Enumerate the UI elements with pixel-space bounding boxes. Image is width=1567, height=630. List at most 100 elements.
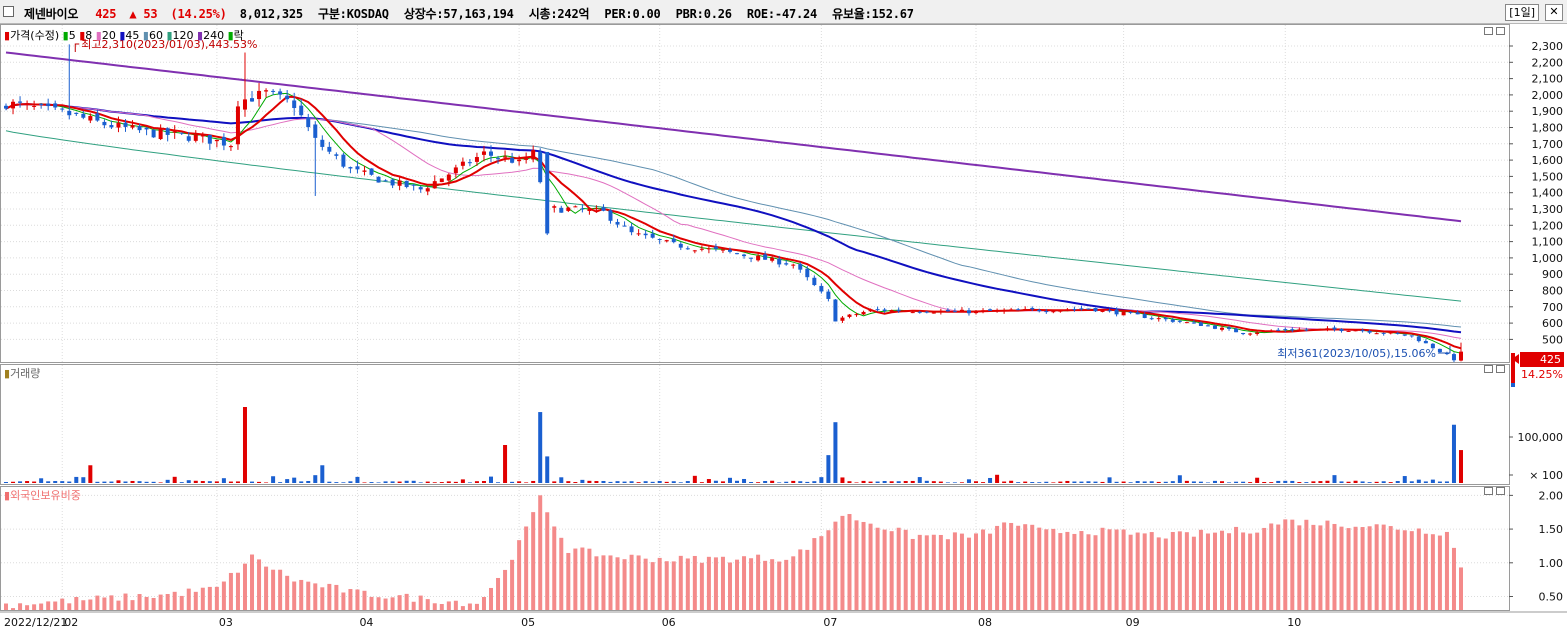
foreign-bar	[1297, 525, 1302, 610]
volume-bar	[629, 481, 634, 483]
foreign-bar	[587, 548, 592, 610]
foreign-bar	[503, 569, 508, 610]
candle-body	[439, 178, 444, 183]
volume-bar	[1276, 480, 1281, 483]
volume-bar	[840, 477, 845, 483]
candle-body	[1079, 308, 1084, 310]
foreign-bar	[1311, 524, 1316, 610]
volume-bar	[552, 481, 557, 483]
candle-body	[889, 310, 894, 312]
price-pane-close-icon[interactable]	[1496, 27, 1505, 35]
candle-body	[1107, 310, 1112, 312]
foreign-bar	[763, 560, 768, 610]
candle-body	[285, 95, 290, 100]
candle-body	[88, 116, 93, 121]
candle-body	[179, 132, 184, 134]
foreign-bar	[959, 533, 964, 610]
volume-bar	[474, 481, 479, 483]
candle-body	[1234, 328, 1239, 333]
foreign-bar	[81, 600, 86, 610]
candle-body	[1051, 311, 1056, 313]
foreign-bar	[439, 604, 444, 610]
volume-bar	[573, 482, 578, 483]
candle-body	[1163, 317, 1168, 320]
foreign-bar	[791, 556, 796, 610]
select-checkbox[interactable]	[3, 6, 14, 17]
volume-bar	[931, 481, 936, 483]
candle-body	[257, 90, 262, 100]
candle-body	[685, 248, 690, 250]
price-pane-maximize-icon[interactable]	[1484, 27, 1493, 35]
foreign-bar	[60, 598, 65, 610]
foreign-bar	[805, 549, 810, 610]
volume-pane-maximize-icon[interactable]	[1484, 365, 1493, 373]
candle-body	[1325, 328, 1330, 330]
foreign-bar	[1360, 527, 1365, 610]
volume-bar	[1058, 481, 1063, 483]
foreign-bar	[460, 606, 465, 610]
candle-body	[847, 314, 852, 317]
foreign-bar	[903, 529, 908, 610]
foreign-bar	[130, 600, 135, 610]
volume-bar	[369, 482, 374, 483]
per-value: PER:0.00	[604, 7, 661, 21]
foreign-bar	[868, 523, 873, 610]
candle-body	[1459, 351, 1463, 361]
volume-bar	[292, 477, 297, 483]
volume-bar	[151, 481, 156, 483]
volume-bar	[1395, 481, 1400, 483]
ma240-line	[5, 51, 1462, 223]
right-edge-up-bar	[1511, 353, 1515, 383]
foreign-bar	[566, 552, 571, 610]
volume-bar	[1423, 481, 1428, 483]
foreign-pane-maximize-icon[interactable]	[1484, 487, 1493, 495]
volume-bar	[102, 481, 107, 483]
foreign-bar	[123, 593, 128, 610]
candle-body	[1065, 309, 1070, 311]
candle-body	[81, 113, 86, 118]
foreign-bar	[524, 526, 529, 610]
volume-bar	[1416, 479, 1421, 483]
candle-body	[158, 128, 163, 140]
foreign-bar	[917, 534, 922, 610]
close-icon[interactable]: ✕	[1545, 4, 1563, 21]
candle-body	[151, 129, 156, 138]
volume-bar	[938, 481, 943, 483]
volume-bar	[1149, 481, 1154, 483]
volume-bar	[411, 480, 416, 483]
period-selector[interactable]: [1일]	[1505, 4, 1539, 21]
last-price-marker	[1512, 354, 1519, 364]
volume-bar	[517, 481, 522, 483]
foreign-bar	[559, 537, 564, 610]
volume-pane-close-icon[interactable]	[1496, 365, 1505, 373]
volume-bar	[981, 482, 986, 483]
foreign-bar	[861, 521, 866, 610]
candle-body	[720, 249, 725, 251]
candle-body	[1283, 329, 1288, 331]
foreign-pane-close-icon[interactable]	[1496, 487, 1505, 495]
candle-body	[453, 167, 458, 174]
candle-body	[25, 103, 30, 105]
volume-bar	[257, 481, 262, 483]
volume-bar	[404, 480, 409, 483]
foreign-bar	[1163, 538, 1168, 610]
volume-bar	[1262, 481, 1267, 483]
volume-bar	[376, 482, 381, 483]
volume-bar	[1135, 481, 1140, 483]
volume-bar	[221, 478, 226, 483]
volume-bar	[355, 476, 360, 483]
volume-bar	[453, 481, 458, 483]
foreign-bar	[678, 555, 683, 610]
foreign-bar	[1269, 523, 1274, 610]
foreign-bar	[1451, 547, 1456, 610]
volume-bar	[397, 481, 402, 483]
candle-body	[264, 90, 269, 92]
volume-bar	[1023, 481, 1028, 483]
foreign-bar	[1121, 529, 1126, 610]
candle-body	[938, 310, 943, 313]
candle-body	[1044, 311, 1049, 313]
foreign-bar	[1093, 535, 1098, 610]
foreign-bar	[369, 596, 374, 610]
foreign-bar	[425, 599, 430, 610]
